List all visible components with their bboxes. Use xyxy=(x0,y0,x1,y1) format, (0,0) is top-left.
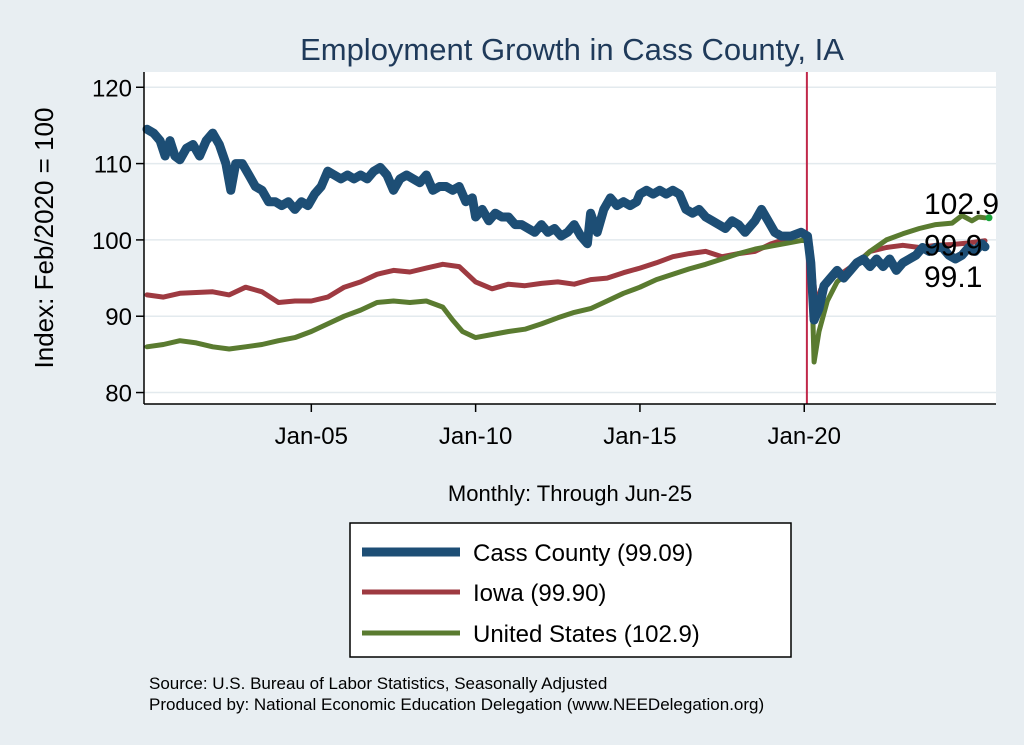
y-tick-label-110: 110 xyxy=(94,152,132,179)
plot-area xyxy=(144,72,996,404)
legend: Cass County (99.09) Iowa (99.90) United … xyxy=(349,522,792,658)
y-tick-label-120: 120 xyxy=(92,75,132,102)
end-label-0: 99.1 xyxy=(924,261,982,294)
y-tick-label-90: 90 xyxy=(105,304,132,331)
x-axis-title: Monthly: Through Jun-25 xyxy=(448,481,692,506)
end-labels: 102.9 99.999.1 xyxy=(924,188,999,294)
series-line-0 xyxy=(142,124,990,325)
x-tick-label-Jan-15: Jan-15 xyxy=(603,423,676,450)
legend-label-iowa: Iowa (99.90) xyxy=(473,580,606,607)
end-label-2: 102.9 xyxy=(924,188,999,221)
x-axis-ticks: Jan-05 Jan-10 Jan-15 Jan-20 xyxy=(275,404,841,450)
grid-lines xyxy=(144,86,996,394)
y-axis-title: Index: Feb/2020 = 100 xyxy=(29,108,59,369)
legend-label-us: United States (102.9) xyxy=(473,621,700,648)
produced-by-line: Produced by: National Economic Education… xyxy=(149,695,764,714)
series-lines xyxy=(142,124,993,365)
y-axis-ticks: 80 90 100 110 120 xyxy=(92,75,144,408)
legend-label-cass: Cass County (99.09) xyxy=(473,540,693,567)
end-label-1: 99.9 xyxy=(924,230,982,263)
y-tick-label-80: 80 xyxy=(105,381,132,408)
source-line: Source: U.S. Bureau of Labor Statistics,… xyxy=(149,674,607,693)
x-tick-label-Jan-10: Jan-10 xyxy=(439,423,512,450)
x-tick-label-Jan-20: Jan-20 xyxy=(768,423,841,450)
us-end-marker xyxy=(985,214,993,222)
x-tick-label-Jan-05: Jan-05 xyxy=(275,423,348,450)
chart-title: Employment Growth in Cass County, IA xyxy=(300,32,844,67)
y-tick-label-100: 100 xyxy=(92,228,132,255)
